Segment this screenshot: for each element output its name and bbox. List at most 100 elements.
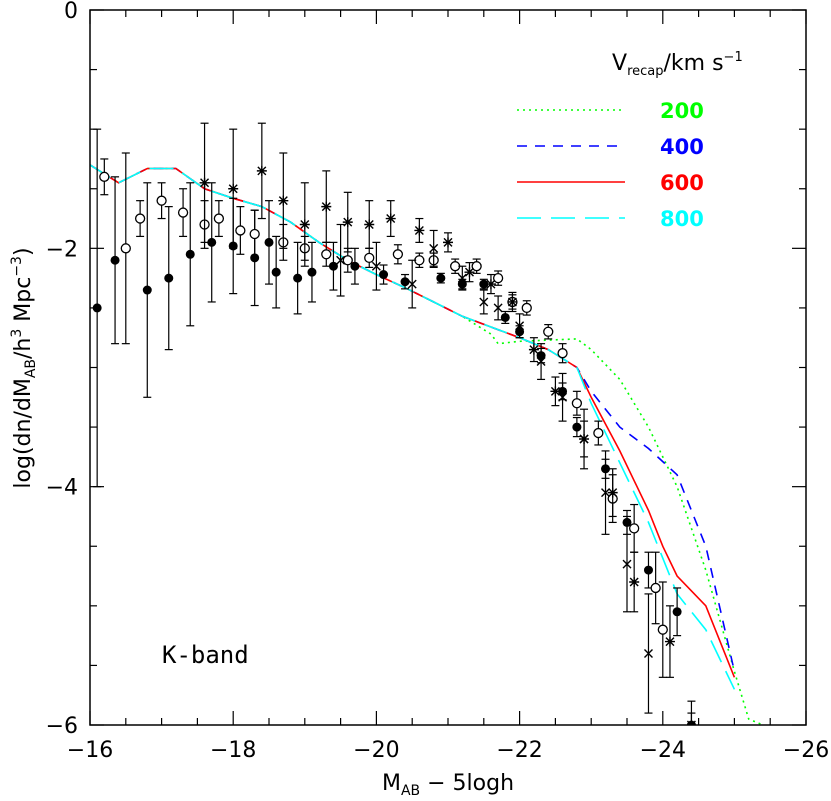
data-point-filled <box>164 273 174 283</box>
y-tick-label: −6 <box>46 714 78 739</box>
data-point-open <box>450 261 461 272</box>
data-point-open <box>342 255 353 266</box>
data-point-cross <box>686 720 696 725</box>
data-point-open <box>557 348 568 359</box>
y-title-part: −3 <box>9 256 25 277</box>
y-tick-label: −2 <box>46 237 78 262</box>
data-point-filled <box>110 255 120 265</box>
data-point-star <box>485 279 496 290</box>
data-point-filled <box>185 249 195 259</box>
legend-title: Vrecap/km s−1 <box>612 50 743 79</box>
y-title-part: log(dn/dM <box>11 378 36 488</box>
data-point-open <box>521 302 532 314</box>
data-point-open <box>392 249 404 260</box>
data-point-filled <box>207 237 217 247</box>
data-point-open <box>134 213 146 224</box>
data-point-star <box>579 434 590 444</box>
legend-label-200: 200 <box>660 99 704 123</box>
data-point-open <box>235 225 246 236</box>
data-point-open <box>177 207 189 218</box>
data-point-star <box>664 636 675 647</box>
data-point-star <box>464 267 475 278</box>
data-point-filled <box>479 279 489 289</box>
data-point-star <box>299 219 310 230</box>
y-title-part: ) <box>11 247 36 256</box>
data-point-cross <box>479 297 489 307</box>
data-point-star <box>629 577 640 587</box>
x-title-sub: AB <box>401 783 420 799</box>
x-tick-label: −18 <box>210 738 256 763</box>
data-point-filled <box>142 285 152 295</box>
data-point-cross <box>622 559 632 569</box>
legend-title-rest: /km s <box>664 51 724 76</box>
data-point-filled <box>643 565 653 575</box>
data-point-open <box>364 252 375 264</box>
x-axis-title: MAB − 5logh <box>382 771 514 799</box>
x-tick-label: −20 <box>353 738 399 763</box>
legend-title-sub: recap <box>627 64 663 79</box>
data-point-cross <box>643 649 653 658</box>
plot-area <box>90 122 764 725</box>
data-point-filled <box>307 267 317 277</box>
data-point-cross <box>601 488 611 498</box>
data-point-filled <box>672 607 682 617</box>
legend-title-main: V <box>612 51 627 76</box>
data-point-open <box>650 582 661 594</box>
data-point-star <box>507 296 518 307</box>
data-point-star <box>414 225 425 236</box>
y-tick-label: 0 <box>64 0 78 24</box>
data-point-filled <box>293 273 303 283</box>
data-point-open <box>249 228 260 240</box>
data-point-star <box>607 487 618 498</box>
data-point-cross <box>493 303 503 313</box>
band-label: K-band <box>162 641 249 669</box>
data-point-open <box>414 255 425 266</box>
data-point-open <box>156 195 167 206</box>
data-point-star <box>321 201 332 212</box>
data-point-cross <box>536 357 546 367</box>
y-title-part: /h <box>11 338 36 359</box>
data-point-open <box>492 272 504 284</box>
data-point-filled <box>350 261 360 271</box>
data-point-cross <box>407 279 417 289</box>
axes: −16 −18 −20 −22 −24 −26 0 −2 −4 −6 <box>46 0 830 763</box>
data-point-star <box>228 183 239 194</box>
data-point-cross <box>457 273 467 283</box>
data-point-filled <box>572 422 582 432</box>
y-title-part: Mpc <box>11 277 36 329</box>
data-point-filled <box>92 303 102 313</box>
data-point-star <box>364 219 375 230</box>
data-point-open <box>571 398 583 409</box>
y-axis-title: log(dn/dMAB/h3 Mpc−3) <box>9 247 39 488</box>
data-point-star <box>385 213 396 224</box>
data-point-cross <box>515 321 525 331</box>
data-point-open <box>321 249 332 260</box>
legend-label-600: 600 <box>660 171 704 195</box>
data-point-open <box>99 171 110 182</box>
data-point-star <box>550 386 561 397</box>
data-point-open <box>543 326 554 337</box>
legend-title-sup: −1 <box>724 50 743 65</box>
series-line-400 <box>90 164 736 672</box>
series-line-800 <box>90 164 736 690</box>
data-point-cross <box>371 261 381 271</box>
data-point-open <box>471 261 482 272</box>
data-point-open <box>593 427 604 439</box>
data-point-cross <box>429 243 439 253</box>
data-point-star <box>199 177 210 188</box>
x-tick-label: −24 <box>640 738 686 763</box>
data-point-cross <box>558 392 568 402</box>
data-point-filled <box>264 237 274 247</box>
y-title-part: 3 <box>9 329 25 338</box>
legend-label-800: 800 <box>660 207 704 231</box>
data-point-cross <box>336 255 346 265</box>
x-tick-label: −16 <box>67 738 113 763</box>
data-point-open <box>120 243 131 254</box>
x-tick-label: −22 <box>496 738 542 763</box>
data-point-filled <box>400 277 410 287</box>
data-point-filled <box>500 312 510 322</box>
x-title-rest: − 5logh <box>420 771 514 796</box>
series-line-600 <box>90 164 736 678</box>
y-tick-label: −4 <box>46 476 78 501</box>
